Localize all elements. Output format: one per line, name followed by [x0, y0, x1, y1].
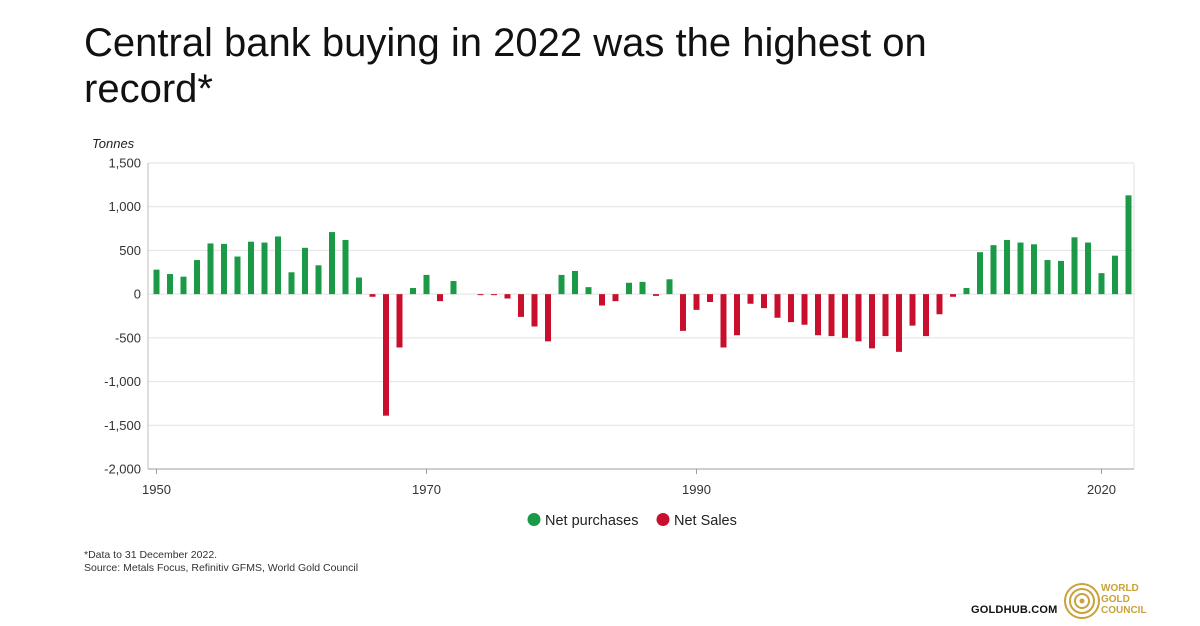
x-tick-label: 1950 [142, 482, 171, 497]
bar-2011 [977, 252, 983, 295]
bar-2022 [1125, 195, 1132, 295]
bar-2006 [909, 294, 916, 326]
y-axis-title: Tonnes [92, 136, 135, 151]
legend-net-sales-icon [656, 513, 670, 526]
bar-2013 [1004, 239, 1010, 295]
bar-1981 [572, 270, 578, 295]
bar-1955 [221, 243, 227, 295]
bar-1963 [329, 232, 335, 295]
footnote: *Data to 31 December 2022. Source: Metal… [84, 549, 358, 575]
bar-1994 [747, 294, 754, 304]
bar-1965 [356, 277, 362, 295]
bar-1991 [707, 294, 713, 303]
bar-1966 [369, 294, 376, 297]
bar-1995 [761, 294, 767, 309]
bar-1975 [491, 294, 497, 296]
y-tick-label: 0 [134, 287, 141, 302]
world-gold-council-logo-icon [1064, 583, 1100, 619]
bar-2017 [1058, 260, 1064, 295]
bar-1956 [234, 256, 241, 295]
bar-1980 [558, 274, 565, 295]
bar-1952 [180, 276, 187, 295]
y-tick-label: -500 [115, 330, 141, 345]
bar-1999 [815, 294, 821, 336]
bar-1959 [275, 236, 281, 295]
bar-2003 [869, 294, 875, 349]
bar-1990 [693, 294, 700, 310]
bar-2012 [990, 245, 997, 295]
world-gold-council-wordmark: WORLD GOLD COUNCIL [1101, 583, 1147, 616]
bar-2021 [1112, 255, 1118, 295]
bar-1964 [342, 239, 349, 295]
bar-2019 [1085, 242, 1091, 295]
bar-1987 [653, 294, 659, 296]
y-tick-label: -1,500 [104, 418, 141, 433]
bar-2002 [855, 294, 862, 342]
bar-1992 [720, 294, 727, 348]
bar-2018 [1071, 237, 1078, 295]
bar-1962 [315, 265, 322, 295]
bar-1974 [477, 294, 484, 296]
bar-2020 [1098, 273, 1105, 295]
bar-2004 [882, 294, 889, 337]
x-tick-label: 1970 [412, 482, 441, 497]
bar-1976 [504, 294, 511, 299]
bar-1972 [450, 281, 457, 295]
bar-2000 [828, 294, 835, 337]
bar-1961 [302, 247, 308, 295]
bar-1968 [396, 294, 403, 348]
bar-1993 [734, 294, 740, 336]
bar-1986 [639, 281, 646, 295]
bar-1989 [680, 294, 686, 331]
bar-1969 [410, 288, 416, 295]
goldhub-link[interactable]: GOLDHUB.COM [971, 604, 1058, 616]
bar-2008 [936, 294, 943, 315]
bar-1970 [423, 274, 430, 295]
bar-2015 [1031, 244, 1037, 295]
y-tick-label: 1,500 [108, 156, 141, 171]
x-tick-label: 1990 [682, 482, 711, 497]
bar-1954 [207, 243, 214, 295]
bar-2014 [1017, 242, 1024, 295]
bar-2001 [842, 294, 848, 338]
bar-1982 [585, 287, 592, 295]
footnote-data-note: *Data to 31 December 2022. [84, 549, 218, 561]
bar-1997 [788, 294, 794, 323]
page-title: Central bank buying in 2022 was the high… [84, 21, 927, 111]
bar-1958 [261, 242, 268, 295]
bar-1985 [626, 282, 632, 295]
bar-1998 [801, 294, 808, 325]
bar-2005 [896, 294, 902, 352]
bar-1977 [518, 294, 524, 317]
bar-1983 [599, 294, 605, 306]
y-tick-label: 1,000 [108, 199, 141, 214]
bar-2009 [950, 294, 956, 297]
y-tick-label: -2,000 [104, 462, 141, 477]
bar-1971 [437, 294, 443, 302]
legend-net-purchases-icon [527, 513, 541, 526]
footnote-source: Source: Metals Focus, Refinitiv GFMS, Wo… [84, 562, 359, 574]
bar-2007 [923, 294, 929, 337]
bar-1979 [545, 294, 551, 342]
x-tick-label: 2020 [1087, 482, 1116, 497]
y-tick-label: 500 [119, 243, 141, 258]
bar-1953 [194, 260, 200, 295]
bar-1950 [153, 269, 160, 295]
bar-1957 [248, 241, 254, 295]
bar-1960 [288, 272, 295, 295]
bar-1978 [531, 294, 538, 327]
y-tick-label: -1,000 [104, 374, 141, 389]
bar-2016 [1044, 260, 1051, 295]
bar-1951 [167, 274, 173, 295]
bar-1967 [383, 294, 389, 416]
bar-1996 [774, 294, 781, 318]
legend-net-purchases-label: Net purchases [545, 513, 639, 529]
bar-2010 [963, 288, 970, 295]
bar-1984 [612, 294, 619, 302]
legend-net-sales-label: Net Sales [674, 513, 737, 529]
bar-1988 [666, 279, 673, 295]
